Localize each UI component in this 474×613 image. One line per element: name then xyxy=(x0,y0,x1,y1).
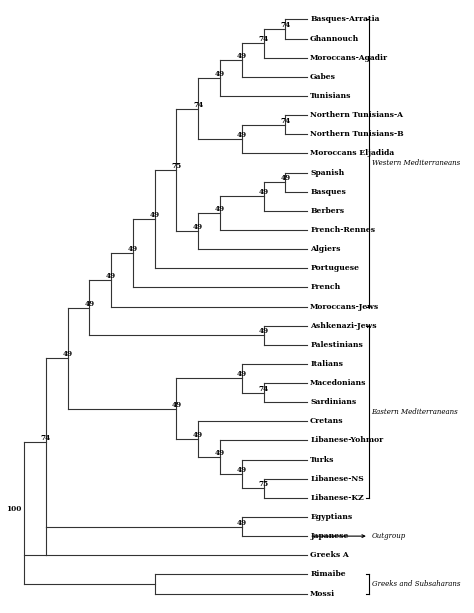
Text: Portuguese: Portuguese xyxy=(310,264,359,272)
Text: Western Mediterraneans: Western Mediterraneans xyxy=(372,159,460,167)
Text: Turks: Turks xyxy=(310,455,335,463)
Text: Basques: Basques xyxy=(310,188,346,196)
Text: Basques-Arratia: Basques-Arratia xyxy=(310,15,380,23)
Text: Algiers: Algiers xyxy=(310,245,341,253)
Text: 74: 74 xyxy=(280,21,291,29)
Text: 75: 75 xyxy=(171,162,182,170)
Text: Libanese-NS: Libanese-NS xyxy=(310,474,364,482)
Text: Moroccans-Jews: Moroccans-Jews xyxy=(310,302,379,311)
Text: Outgroup: Outgroup xyxy=(312,532,406,540)
Text: Greeks A: Greeks A xyxy=(310,551,349,559)
Text: Cretans: Cretans xyxy=(310,417,344,425)
Text: 49: 49 xyxy=(237,519,247,527)
Text: 74: 74 xyxy=(280,116,291,124)
Text: Palestinians: Palestinians xyxy=(310,341,363,349)
Text: Northern Tunisians-A: Northern Tunisians-A xyxy=(310,111,403,119)
Text: Northern Tunisians-B: Northern Tunisians-B xyxy=(310,131,404,139)
Text: 100: 100 xyxy=(7,505,22,513)
Text: 74: 74 xyxy=(193,101,203,109)
Text: Berbers: Berbers xyxy=(310,207,344,215)
Text: 49: 49 xyxy=(258,327,269,335)
Text: Ashkenazi-Jews: Ashkenazi-Jews xyxy=(310,322,377,330)
Text: Ghannouch: Ghannouch xyxy=(310,34,359,43)
Text: 49: 49 xyxy=(84,300,94,308)
Text: Moroccans Eljadida: Moroccans Eljadida xyxy=(310,150,394,158)
Text: Eastern Mediterraneans: Eastern Mediterraneans xyxy=(372,408,458,416)
Text: Tunisians: Tunisians xyxy=(310,92,352,100)
Text: Gabes: Gabes xyxy=(310,73,336,81)
Text: Japanese: Japanese xyxy=(310,532,348,540)
Text: 49: 49 xyxy=(215,205,225,213)
Text: 49: 49 xyxy=(193,432,203,440)
Text: Egyptians: Egyptians xyxy=(310,513,352,521)
Text: 49: 49 xyxy=(237,466,247,474)
Text: 49: 49 xyxy=(106,272,116,280)
Text: Greeks and Subsaharans: Greeks and Subsaharans xyxy=(372,580,460,588)
Text: 49: 49 xyxy=(237,131,247,139)
Text: Libanese-KZ: Libanese-KZ xyxy=(310,494,364,502)
Text: 49: 49 xyxy=(171,401,182,409)
Text: 74: 74 xyxy=(258,36,269,44)
Text: 49: 49 xyxy=(193,223,203,231)
Text: 49: 49 xyxy=(215,449,225,457)
Text: 74: 74 xyxy=(41,435,51,443)
Text: Mossi: Mossi xyxy=(310,590,335,598)
Text: Italians: Italians xyxy=(310,360,343,368)
Text: 49: 49 xyxy=(237,370,247,378)
Text: Sardinians: Sardinians xyxy=(310,398,356,406)
Text: 49: 49 xyxy=(63,350,73,358)
Text: 49: 49 xyxy=(280,174,291,182)
Text: French: French xyxy=(310,283,340,291)
Text: French-Rennes: French-Rennes xyxy=(310,226,375,234)
Text: Libanese-Yohmor: Libanese-Yohmor xyxy=(310,436,383,444)
Text: 49: 49 xyxy=(128,245,138,253)
Text: Spanish: Spanish xyxy=(310,169,345,177)
Text: 49: 49 xyxy=(150,211,160,219)
Text: Macedonians: Macedonians xyxy=(310,379,366,387)
Text: 74: 74 xyxy=(258,384,269,392)
Text: Moroccans-Agadir: Moroccans-Agadir xyxy=(310,54,388,62)
Text: 75: 75 xyxy=(258,480,269,489)
Text: Rimaibe: Rimaibe xyxy=(310,570,346,579)
Text: 49: 49 xyxy=(215,70,225,78)
Text: 49: 49 xyxy=(237,52,247,60)
Text: 49: 49 xyxy=(258,188,269,197)
